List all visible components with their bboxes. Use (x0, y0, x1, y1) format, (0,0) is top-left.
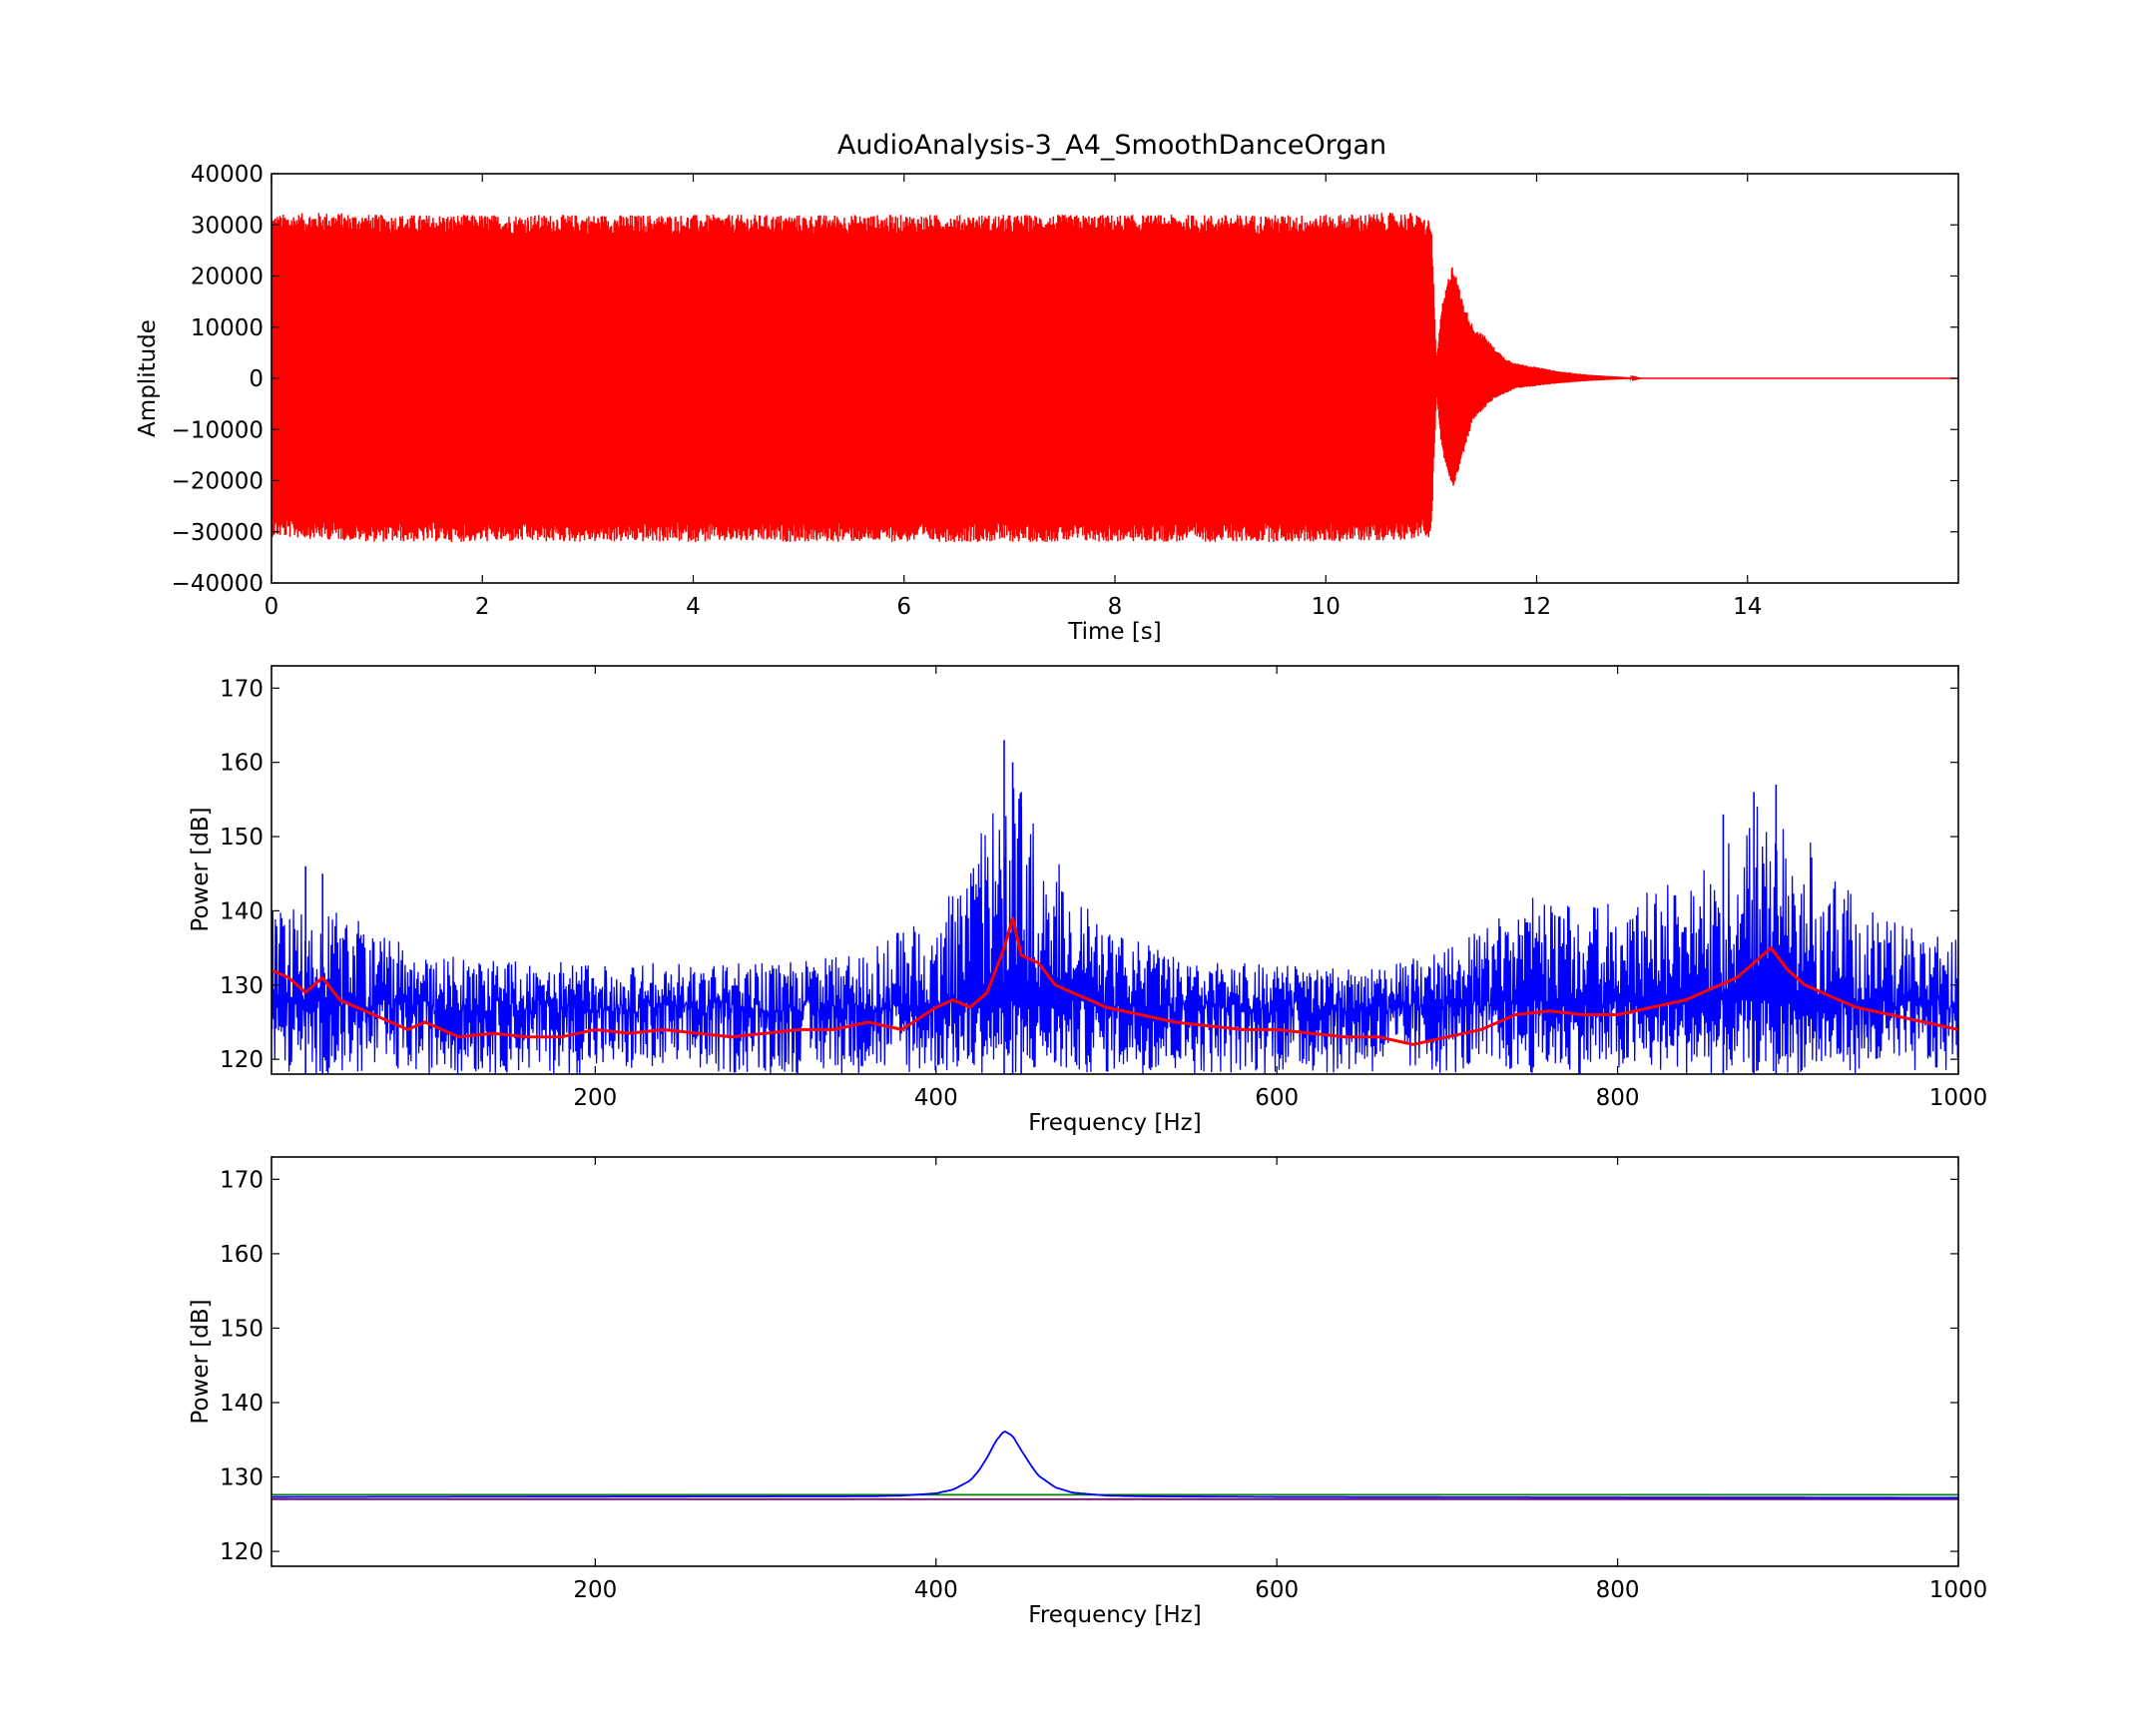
waveform-y-axis-label: Amplitude (135, 319, 161, 437)
spectrum-raw-line (271, 788, 1958, 1074)
waveform-y-tick-label: 30000 (191, 213, 264, 239)
model-spectrum-y-tick-label: 170 (220, 1167, 264, 1193)
spectrum-y-tick-label: 120 (220, 1047, 264, 1073)
model-spectrum-y-tick-label: 120 (220, 1539, 264, 1565)
model-spectrum-y-ticks: 120 130 140 150 160 170 (220, 1167, 1958, 1565)
model-spectrum-y-tick-label: 130 (220, 1465, 264, 1491)
model-spectrum-x-ticks: 200 400 600 800 1000 (573, 1157, 1987, 1603)
model-spectrum-y-tick-label: 150 (220, 1316, 264, 1342)
model-spectrum-x-axis-label: Frequency [Hz] (1028, 1602, 1201, 1628)
spectrum-y-axis-label: Power [dB] (188, 807, 214, 931)
model-blue-line (271, 1430, 1958, 1499)
waveform-line (271, 213, 1958, 543)
spectrum-y-tick-label: 150 (220, 825, 264, 851)
spectrum-x-tick-label: 400 (914, 1085, 958, 1111)
waveform-x-ticks: 0 2 4 6 8 10 12 14 (265, 174, 1762, 620)
model-spectrum-x-tick-label: 800 (1596, 1577, 1640, 1603)
waveform-x-tick-label: 2 (475, 594, 490, 620)
waveform-y-tick-label: 20000 (191, 265, 264, 290)
model-spectrum-y-tick-label: 140 (220, 1391, 264, 1417)
model-spectrum-x-tick-label: 200 (573, 1577, 617, 1603)
waveform-y-tick-label: −20000 (172, 469, 264, 495)
model-spectrum-x-tick-label: 1000 (1929, 1577, 1988, 1603)
model-spectrum-x-tick-label: 600 (1255, 1577, 1299, 1603)
model-spectrum-y-axis-label: Power [dB] (188, 1299, 214, 1424)
waveform-y-tick-label: 40000 (191, 162, 264, 188)
model-spectrum-y-tick-label: 160 (220, 1242, 264, 1268)
waveform-y-tick-label: −10000 (172, 417, 264, 443)
spectrum-y-tick-label: 160 (220, 751, 264, 777)
spectrum-smoothed-line (271, 916, 1958, 1046)
waveform-y-tick-label: 10000 (191, 315, 264, 341)
waveform-x-tick-label: 0 (265, 594, 279, 620)
spectrum-x-tick-label: 800 (1596, 1085, 1640, 1111)
spectrum-y-tick-label: 140 (220, 898, 264, 924)
chart-title: AudioAnalysis-3_A4_SmoothDanceOrgan (837, 130, 1386, 161)
model-spectrum-panel: 200 400 600 800 1000 120 130 140 150 160 170 Freq… (188, 1156, 1987, 1628)
waveform-x-tick-label: 14 (1733, 594, 1762, 620)
waveform-x-axis-label: Time [s] (1067, 619, 1162, 645)
spectrum-axes-frame (270, 665, 1959, 1075)
spectrum-y-tick-label: 170 (220, 676, 264, 702)
spectrum-x-ticks: 200 400 600 800 1000 (573, 666, 1987, 1111)
waveform-x-tick-label: 6 (896, 594, 911, 620)
waveform-x-tick-label: 12 (1522, 594, 1551, 620)
spectrum-panel: 200 400 600 800 1000 120 130 140 150 160 170 Freq… (188, 665, 1987, 1136)
spectrum-x-tick-label: 200 (573, 1085, 617, 1111)
spectrum-y-ticks: 120 130 140 150 160 170 (220, 676, 1958, 1073)
waveform-y-tick-label: −40000 (172, 571, 264, 597)
waveform-series (271, 213, 1958, 543)
waveform-panel: 0 2 4 6 8 10 12 14 40000 30000 20000 10000 0 −10000 −… (135, 162, 1959, 645)
spectrum-x-tick-label: 1000 (1929, 1085, 1988, 1111)
waveform-y-ticks: 40000 30000 20000 10000 0 −10000 −20000 −30000 −… (172, 162, 1958, 597)
model-spectrum-series (271, 1430, 1958, 1500)
waveform-y-tick-label: −30000 (172, 520, 264, 546)
waveform-x-tick-label: 10 (1312, 594, 1341, 620)
model-spectrum-axes-frame (270, 1156, 1959, 1567)
waveform-y-tick-label: 0 (249, 366, 264, 392)
waveform-x-tick-label: 4 (686, 594, 701, 620)
spectrum-x-tick-label: 600 (1255, 1085, 1299, 1111)
spectrum-series (271, 740, 1958, 1074)
spectrum-y-tick-label: 130 (220, 973, 264, 999)
spectrum-x-axis-label: Frequency [Hz] (1028, 1110, 1201, 1136)
waveform-x-tick-label: 8 (1108, 594, 1123, 620)
model-spectrum-x-tick-label: 400 (914, 1577, 958, 1603)
